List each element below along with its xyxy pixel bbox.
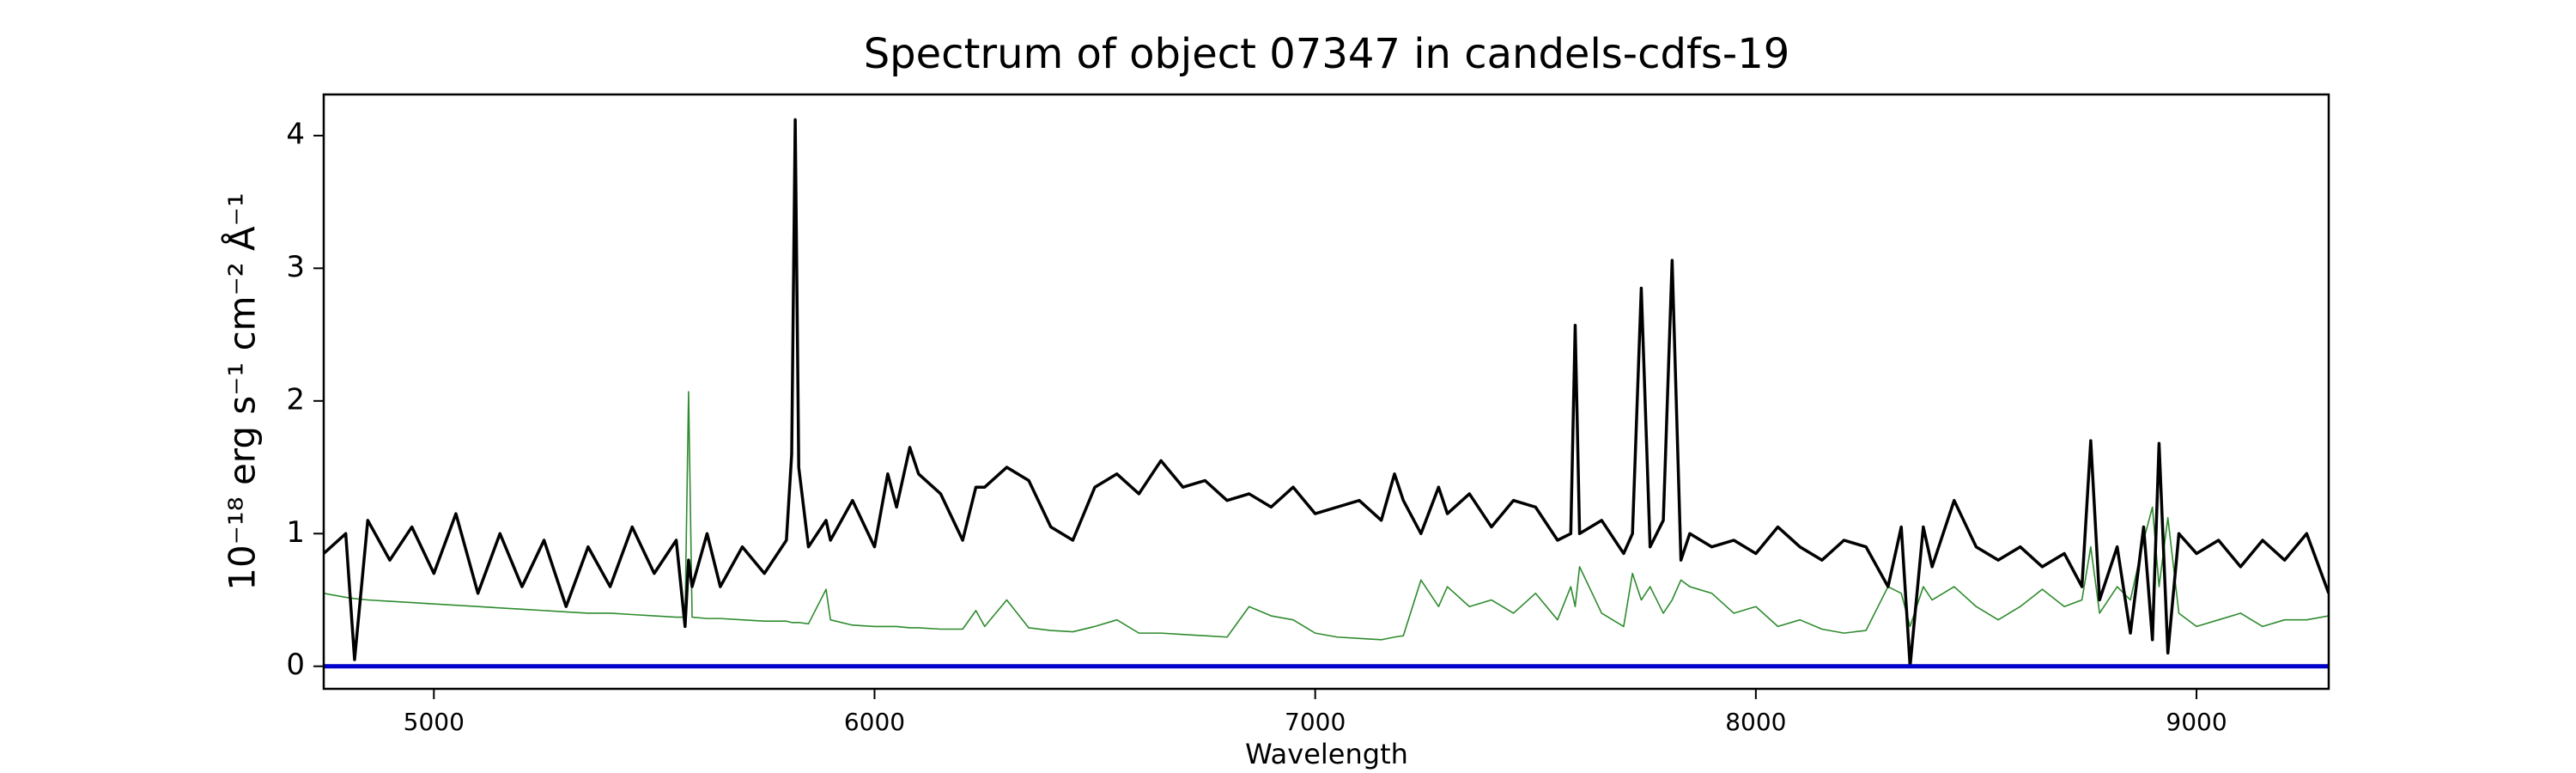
y-tick-label: 0 <box>286 648 305 682</box>
x-tick-label: 6000 <box>844 708 905 736</box>
axes-frame <box>322 93 2330 691</box>
chart-title: Spectrum of object 07347 in candels-cdfs… <box>864 30 1790 78</box>
y-tick-label: 3 <box>286 250 305 284</box>
spectrum-line <box>324 391 2329 641</box>
y-tick-label: 4 <box>286 117 305 151</box>
x-tick-label: 9000 <box>2166 708 2227 736</box>
spectrum-line <box>324 118 2329 668</box>
y-tick-label: 2 <box>286 382 305 417</box>
x-tick-label: 8000 <box>1725 708 1786 736</box>
x-axis-label: Wavelength <box>1245 738 1408 770</box>
y-axis-label: 10⁻¹⁸ erg s⁻¹ cm⁻² Å⁻¹ <box>221 192 264 590</box>
x-tick-label: 7000 <box>1285 708 1346 736</box>
y-tick-label: 1 <box>286 515 305 550</box>
x-tick-label: 5000 <box>404 708 465 736</box>
plot-area <box>324 118 2329 669</box>
